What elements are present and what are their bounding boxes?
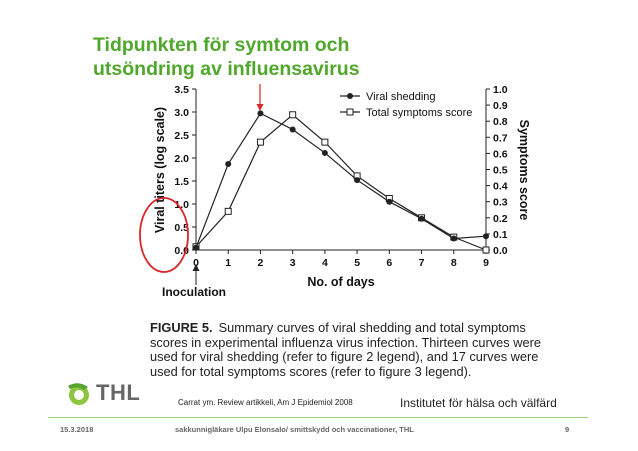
y-tick-label: 2.0 bbox=[174, 153, 189, 165]
legend-marker-viral bbox=[347, 93, 353, 99]
viral-shedding-chart: 0.0 0.5 1.0 1.5 2.0 2.5 3.0 3.5 0.0 0.1 0.2 0.3 0.4… bbox=[139, 84, 531, 299]
y2-tick-label: 0.6 bbox=[493, 148, 508, 160]
x-tick-label: 5 bbox=[354, 257, 360, 269]
data-point-viral bbox=[257, 110, 264, 117]
x-tick-label: 6 bbox=[386, 257, 392, 269]
data-point-symptoms bbox=[224, 207, 232, 215]
data-point-viral bbox=[225, 160, 232, 167]
thl-logo: THL bbox=[64, 378, 140, 408]
footer-divider bbox=[48, 417, 588, 418]
x-tick-label: 2 bbox=[258, 257, 264, 269]
y-axis-label: Viral titers (log scale) bbox=[153, 107, 167, 233]
slide-title: Tidpunkten för symtom och utsöndring av … bbox=[93, 33, 423, 81]
data-point-viral bbox=[483, 233, 489, 240]
data-point-viral bbox=[450, 235, 457, 242]
y2-tick-label: 1.0 bbox=[493, 84, 508, 96]
data-point-symptoms bbox=[256, 138, 264, 146]
chart-legend: Viral shedding Total symptoms score bbox=[340, 91, 472, 119]
x-axis-ticks: 0 1 2 3 4 5 6 7 8 9 bbox=[193, 250, 489, 269]
data-point-symptoms bbox=[289, 111, 297, 119]
institute-name: Institutet för hälsa och välfärd bbox=[400, 396, 557, 410]
y-tick-label: 1.5 bbox=[174, 176, 189, 188]
peak-arrow bbox=[256, 84, 264, 111]
y-tick-label: 3.0 bbox=[174, 107, 189, 119]
slide-footer: 15.3.2018 sakkunnigläkare Ulpu Elonsalo/… bbox=[0, 413, 638, 443]
y2-tick-label: 0.4 bbox=[493, 181, 508, 193]
data-point-viral bbox=[321, 149, 328, 156]
thl-logo-icon bbox=[68, 383, 89, 405]
x-tick-label: 7 bbox=[419, 257, 425, 269]
y2-tick-label: 0.9 bbox=[493, 100, 508, 112]
x-tick-label: 1 bbox=[225, 257, 231, 269]
y2-tick-label: 0.3 bbox=[493, 197, 508, 209]
slide-title-line-2: utsöndring av influensavirus bbox=[93, 58, 360, 80]
x-axis-label: No. of days bbox=[307, 275, 374, 289]
y-tick-label: 0.5 bbox=[174, 222, 189, 234]
y2-tick-label: 0.5 bbox=[493, 165, 508, 177]
data-point-viral bbox=[193, 244, 199, 251]
x-tick-label: 9 bbox=[483, 257, 489, 269]
y2-tick-label: 0.7 bbox=[493, 132, 508, 144]
series-viral-shedding bbox=[193, 110, 489, 251]
legend-item-symptoms: Total symptoms score bbox=[340, 107, 472, 119]
data-point-viral bbox=[354, 177, 361, 184]
legend-marker-symptoms bbox=[346, 108, 354, 116]
data-point-viral bbox=[418, 215, 425, 222]
footer-author: sakkunnigläkare Ulpu Elonsalo/ smittskyd… bbox=[175, 425, 414, 434]
right-axis-ticks: 0.0 0.1 0.2 0.3 0.4 0.5 0.6 0.7 0.8 0.9 1.0 bbox=[486, 84, 508, 257]
legend-item-viral-shedding: Viral shedding bbox=[340, 91, 436, 103]
figure-caption-text: Summary curves of viral shedding and tot… bbox=[150, 320, 541, 379]
data-point-symptoms bbox=[482, 246, 490, 254]
footer-date: 15.3.2018 bbox=[60, 425, 94, 434]
x-tick-label: 0 bbox=[193, 257, 199, 269]
y-tick-label: 2.5 bbox=[174, 130, 189, 142]
x-tick-label: 4 bbox=[322, 257, 328, 269]
series-total-symptoms-score bbox=[192, 111, 490, 254]
y-tick-label: 1.0 bbox=[174, 199, 189, 211]
y2-axis-label: Symptoms score bbox=[517, 120, 531, 221]
low-titer-highlight bbox=[139, 197, 189, 273]
y2-tick-label: 0.2 bbox=[493, 213, 508, 225]
series-line-viral-shedding bbox=[195, 112, 487, 248]
inoculation-label: Inoculation bbox=[162, 285, 226, 299]
inoculation-arrowhead bbox=[192, 264, 200, 271]
figure-caption-lead: FIGURE 5. bbox=[150, 320, 213, 335]
y-tick-label: 3.5 bbox=[174, 84, 189, 96]
reference-note: Carrat ym. Review artikkeli, Am J Epidem… bbox=[178, 398, 353, 407]
x-tick-label: 3 bbox=[290, 257, 296, 269]
inoculation-marker: Inoculation bbox=[162, 264, 226, 299]
footer-page-number: 9 bbox=[565, 425, 570, 434]
data-point-symptoms bbox=[321, 138, 329, 146]
x-tick-label: 8 bbox=[451, 257, 457, 269]
series-line-total-symptoms-score bbox=[195, 113, 487, 251]
slide-title-line-1: Tidpunkten för symtom och bbox=[93, 34, 350, 56]
thl-logo-text: THL bbox=[96, 380, 141, 405]
data-point-viral bbox=[289, 126, 296, 133]
legend-label-viral: Viral shedding bbox=[366, 91, 436, 103]
legend-label-symptoms: Total symptoms score bbox=[366, 107, 472, 119]
y2-tick-label: 0.0 bbox=[493, 245, 508, 257]
data-point-viral bbox=[386, 198, 393, 205]
y2-tick-label: 0.1 bbox=[493, 229, 508, 241]
left-axis-ticks: 0.00.51.01.52.02.53.03.5 bbox=[174, 84, 196, 257]
y2-tick-label: 0.8 bbox=[493, 116, 508, 128]
figure-caption: FIGURE 5. Summary curves of viral sheddin… bbox=[150, 320, 550, 379]
peak-arrowhead bbox=[256, 104, 264, 111]
